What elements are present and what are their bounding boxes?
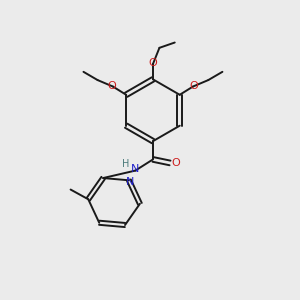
- Text: O: O: [148, 58, 157, 68]
- Text: N: N: [126, 177, 134, 187]
- Text: O: O: [107, 81, 116, 91]
- Text: N: N: [130, 164, 139, 174]
- Text: H: H: [122, 159, 129, 169]
- Text: O: O: [172, 158, 180, 168]
- Text: O: O: [190, 81, 199, 91]
